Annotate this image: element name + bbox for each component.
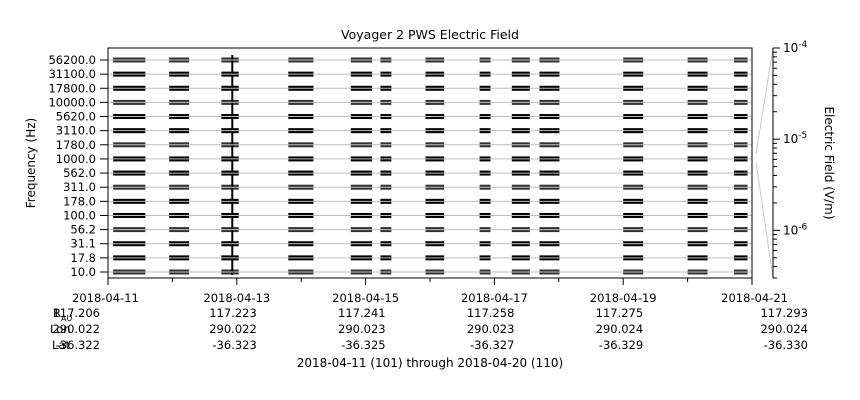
x-axis: 2018-04-11 2018-04-13 2018-04-15 2018-04-17… [72,278,788,305]
colorbar-tick-exponent: -6 [798,222,807,232]
colorbar-label: Electric Field (V/m) [822,106,836,219]
y-tick-label: 1000.0 [56,152,96,166]
y-tick-label: 178.0 [63,194,96,208]
x-tick-label: 2018-04-13 [203,291,270,305]
y-tick-label: 31.1 [70,237,96,251]
colorbar-tick-base: 10 [783,41,798,55]
ephemeris-r-value: 117.258 [467,306,515,320]
ephemeris-r-value: 117.293 [760,306,808,320]
ephemeris-lat-value: -36.322 [56,338,100,352]
x-tick-label: 2018-04-17 [461,291,528,305]
ephemeris-lon-value: 290.022 [52,322,100,336]
colorbar-connector-top [755,47,774,155]
y-tick-label: 100.0 [63,208,96,222]
colorbar-tick-label: 10-6 [783,222,808,237]
y-tick-label: 5620.0 [56,110,96,124]
y-tick-label: 10000.0 [48,95,96,109]
colorbar-tick-label: 10-5 [783,131,807,146]
date-range-footer: 2018-04-11 (101) through 2018-04-20 (110… [297,356,563,370]
colorbar-tick-exponent: -5 [798,131,807,141]
colorbar-connector-bottom [755,161,774,279]
ephemeris-values: 117.206 290.022 -36.322 117.223 290.022 -36.3… [52,306,808,352]
y-axis: 10.017.831.156.2100.0178.0311.0562.01000… [48,53,108,279]
y-tick-label: 562.0 [63,166,96,180]
grid-lines [108,59,752,273]
x-tick-label: 2018-04-21 [721,291,788,305]
ephemeris-lon-value: 290.024 [760,322,808,336]
y-tick-label: 17.8 [70,251,96,265]
x-tick-label: 2018-04-11 [72,291,139,305]
colorbar-tick-exponent: -4 [798,40,807,50]
y-tick-label: 10.0 [70,265,96,279]
ephemeris-lat-value: -36.323 [212,338,256,352]
colorbar: 10-410-510-6 Electric Field (V/m) [755,40,836,279]
y-tick-label: 31100.0 [48,67,96,81]
x-tick-label: 2018-04-19 [590,291,657,305]
y-tick-label: 56.2 [70,223,96,237]
ephemeris-label-lon: Lon [50,322,71,336]
ephemeris-label-lat: Lat [52,338,70,352]
ephemeris-lon-value: 290.023 [467,322,515,336]
chart-title: Voyager 2 PWS Electric Field [341,27,519,42]
ephemeris-label-r: RAU [53,306,72,323]
ephemeris-lon-value: 290.024 [596,322,644,336]
ephemeris-lat-value: -36.329 [599,338,643,352]
y-tick-label: 17800.0 [48,81,96,95]
ephemeris-r-value: 117.223 [209,306,257,320]
ephemeris-lon-value: 290.023 [338,322,386,336]
ephemeris-r-value: 117.275 [596,306,644,320]
y-tick-label: 3110.0 [56,124,96,138]
y-axis-label: Frequency (Hz) [24,118,38,209]
ephemeris-lat-value: -36.325 [341,338,385,352]
colorbar-ticks: 10-410-510-6 [773,40,808,279]
colorbar-tick-base: 10 [783,223,798,237]
ephemeris-table: RAU Lon Lat 117.206 290.022 -36.322 117.223… [50,306,808,352]
ephemeris-r-value: 117.206 [52,306,100,320]
ephemeris-lat-value: -36.330 [764,338,808,352]
y-tick-label: 311.0 [63,180,96,194]
ephemeris-label-r-main: R [53,306,61,320]
ephemeris-lon-value: 290.022 [209,322,257,336]
x-tick-label: 2018-04-15 [332,291,399,305]
colorbar-tick-base: 10 [783,132,798,146]
ephemeris-lat-value: -36.327 [470,338,514,352]
y-tick-label: 56200.0 [48,53,96,67]
colorbar-tick-label: 10-4 [783,40,808,55]
ephemeris-label-r-sub: AU [61,314,72,323]
y-tick-label: 1780.0 [56,138,96,152]
ephemeris-r-value: 117.241 [338,306,386,320]
